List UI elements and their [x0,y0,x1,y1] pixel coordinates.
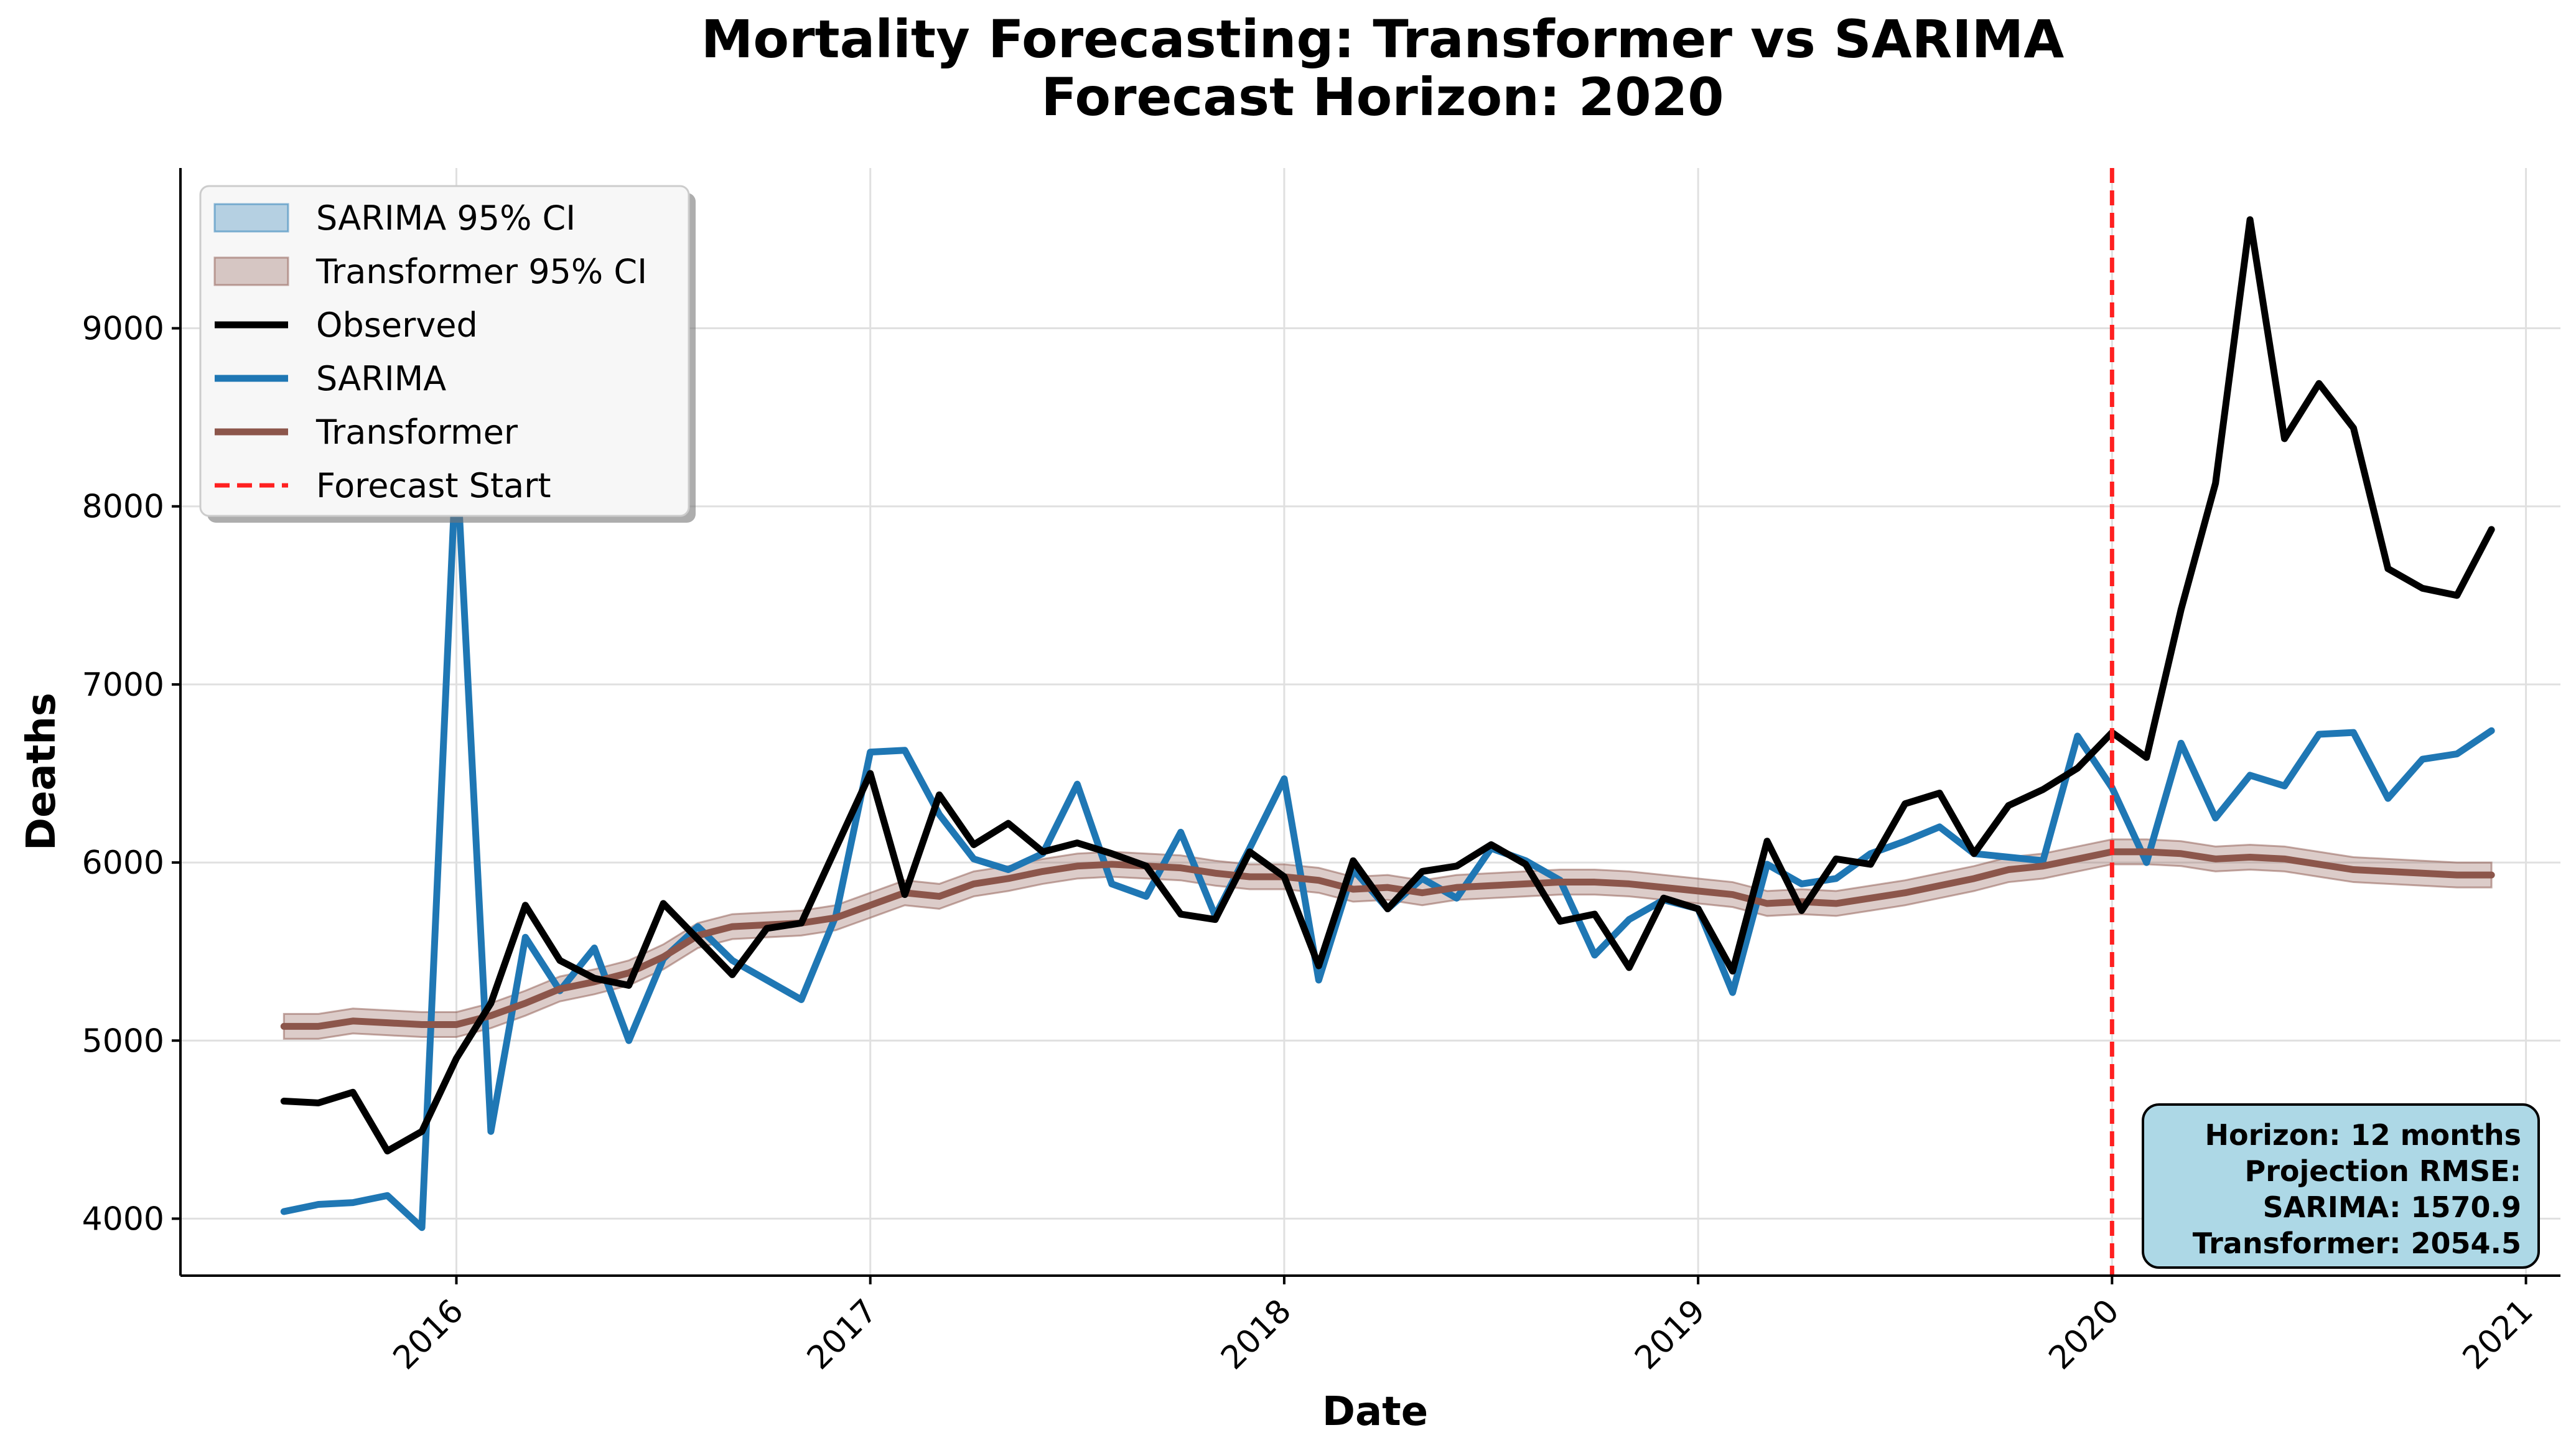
y-tick-label: 5000 [82,1022,164,1060]
series-lines [280,216,2495,1231]
y-tick-label: 9000 [82,311,164,348]
series-line-transformer [280,848,2495,1030]
legend-label: Observed [316,306,478,345]
legend: SARIMA 95% CI Transformer 95% CI Observed S… [199,185,696,523]
annotation-line: Transformer: 2054.5 [2193,1226,2521,1260]
series-line-observed [280,216,2495,1155]
annotation-line: SARIMA: 1570.9 [2263,1190,2521,1224]
legend-label: SARIMA [316,359,446,398]
legend-label: Transformer [315,413,518,452]
y-tick-label: 4000 [82,1200,164,1238]
x-tick-label: 2016 [386,1292,471,1377]
annotation-line: Horizon: 12 months [2205,1118,2521,1152]
x-axis-label: Date [1322,1389,1428,1435]
annotation-frame [2142,1103,2540,1269]
x-tick-label: 2021 [2456,1292,2541,1377]
y-tick-label: 8000 [82,488,164,526]
legend-frame [199,185,690,517]
legend-label: SARIMA 95% CI [316,199,576,238]
x-tick-label: 2019 [1628,1292,1712,1377]
legend-label: Transformer 95% CI [315,252,647,291]
y-tick-label: 6000 [82,844,164,882]
y-axis-label: Deaths [19,693,65,851]
x-tick-label: 2020 [2042,1292,2127,1377]
x-tick-labels: 2016 2017 2018 2019 2020 2021 [386,1276,2541,1377]
legend-label: Forecast Start [316,466,551,505]
axes [179,168,2560,1277]
legend-swatch [213,256,289,286]
annotation-line: Projection RMSE: [2244,1154,2521,1188]
y-tick-label: 7000 [82,666,164,704]
chart-title: Mortality Forecasting: Transformer vs SA… [701,9,2064,70]
y-tick-labels: 4000 5000 6000 7000 8000 9000 [82,311,180,1238]
legend-swatch [213,203,289,233]
chart-subtitle: Forecast Horizon: 2020 [1041,67,1724,128]
x-tick-label: 2018 [1214,1292,1299,1377]
x-tick-label: 2017 [800,1292,885,1377]
